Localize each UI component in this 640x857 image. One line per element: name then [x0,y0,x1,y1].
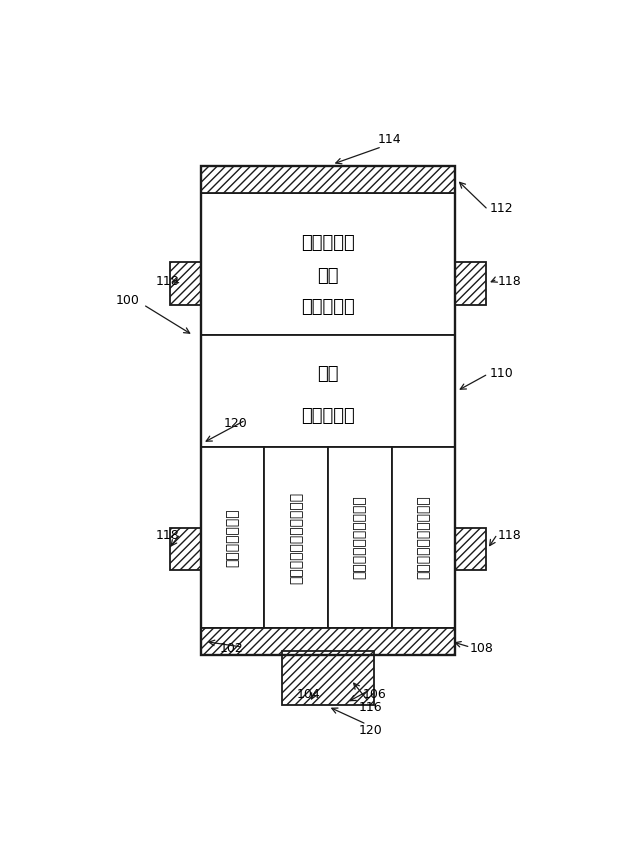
Text: 貯蔵: 貯蔵 [317,267,339,285]
Text: モジュール: モジュール [301,407,355,425]
Text: 116: 116 [358,701,382,714]
Bar [201,628,455,655]
Bar [282,651,374,705]
Text: 114: 114 [378,133,401,146]
Bar [170,528,201,570]
Text: 120: 120 [358,724,382,737]
Text: 118: 118 [156,275,180,288]
Bar [264,447,328,628]
Bar [201,166,455,193]
Text: 120: 120 [224,417,248,430]
Bar [392,447,455,628]
Text: 118: 118 [498,275,522,288]
Text: モジュール: モジュール [301,298,355,316]
Text: エネルギー: エネルギー [301,234,355,252]
Text: 100: 100 [116,294,140,307]
Bar [201,193,455,335]
Text: 110: 110 [490,368,513,381]
Bar [328,447,392,628]
Bar [455,528,486,570]
Bar [455,262,486,304]
Text: パルス発生器モジュール: パルス発生器モジュール [289,491,303,584]
Text: 処理: 処理 [317,365,339,383]
Text: 118: 118 [156,529,180,542]
Bar [201,447,264,628]
Text: 102: 102 [220,642,244,656]
Text: 108: 108 [470,642,494,656]
Text: 106: 106 [362,688,386,702]
Text: 104: 104 [297,688,321,702]
Bar [170,262,201,304]
Text: 機械的感知モジュール: 機械的感知モジュール [416,495,430,579]
Text: 112: 112 [490,202,513,215]
Bar [201,335,455,447]
Text: 通信モジュール: 通信モジュール [226,508,240,566]
Text: 118: 118 [498,529,522,542]
Text: 電気的感知モジュール: 電気的感知モジュール [353,495,367,579]
Bar [201,166,455,655]
